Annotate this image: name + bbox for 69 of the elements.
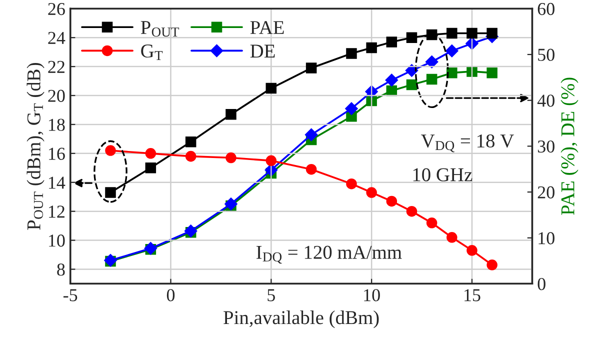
y2-axis-title: PAE (%), DE (%) (560, 78, 578, 215)
point (226, 152, 236, 164)
x-tick-label: 5 (268, 289, 275, 302)
legend-label: DE (250, 44, 275, 58)
y-tick-label: 10 (49, 234, 65, 247)
y2-tick-label: 50 (538, 48, 554, 61)
point (426, 74, 438, 85)
point (446, 232, 458, 243)
point (425, 55, 438, 68)
point (304, 128, 318, 142)
y-tick-label: 16 (49, 148, 65, 160)
point (185, 150, 196, 162)
point (406, 32, 418, 43)
point (386, 196, 398, 207)
point (346, 48, 357, 59)
point (306, 164, 317, 175)
y-tick-label: 12 (49, 206, 64, 218)
y2-tick-label: 0 (538, 278, 546, 290)
legend-label: G$_{T}$ (141, 44, 163, 60)
x-axis-title: Pin,available (dBm) (224, 310, 379, 328)
point (366, 187, 377, 198)
annotation: 10 GHz (413, 168, 472, 182)
y2-tick-label: 60 (538, 2, 554, 16)
point (145, 148, 156, 159)
y2-tick-label: 30 (538, 140, 554, 153)
point (266, 155, 277, 166)
point (386, 36, 398, 48)
point (345, 102, 358, 116)
x-tick-label: 0 (166, 289, 175, 302)
point (426, 29, 438, 40)
y-tick-label: 8 (57, 264, 65, 276)
y-tick-label: 14 (49, 176, 66, 189)
y-tick-label: 22 (48, 60, 64, 73)
y-tick-label: 20 (48, 90, 65, 102)
point (486, 260, 498, 270)
point (445, 44, 458, 58)
point (466, 245, 478, 256)
point (105, 145, 116, 156)
legend-label: PAE (250, 21, 284, 34)
x-tick-label: -5 (63, 289, 78, 302)
y-tick-label: 26 (48, 2, 65, 16)
x-tick-label: 15 (464, 289, 480, 302)
y2-tick-label: 10 (538, 232, 554, 244)
y-tick-label: 24 (48, 32, 66, 44)
point (486, 28, 498, 39)
point (406, 206, 418, 217)
point (105, 187, 116, 198)
point (446, 28, 458, 39)
x-tick-label: 10 (364, 289, 380, 302)
point (406, 79, 418, 90)
point (185, 136, 196, 148)
annotation: V$_{DQ}$ = 18 V (421, 134, 514, 152)
legend-label: P$_{OUT}$ (140, 21, 180, 37)
point (306, 62, 317, 74)
point (366, 42, 377, 54)
y-axis-title: P$_{OUT}$ (dBm), G$_{T}$ (dB) (26, 63, 44, 230)
y2-tick-label: 20 (538, 186, 554, 198)
point (145, 162, 156, 174)
y2-tick-label: 40 (537, 94, 554, 107)
point (466, 28, 478, 39)
annotation: I$_{DQ}$ = 120 mA/mm (256, 246, 402, 264)
point (226, 108, 236, 120)
point (346, 178, 357, 190)
point (266, 82, 277, 94)
point (426, 218, 438, 228)
point (486, 67, 498, 78)
point (224, 198, 238, 210)
y-tick-label: 18 (49, 118, 65, 131)
point (385, 74, 398, 87)
